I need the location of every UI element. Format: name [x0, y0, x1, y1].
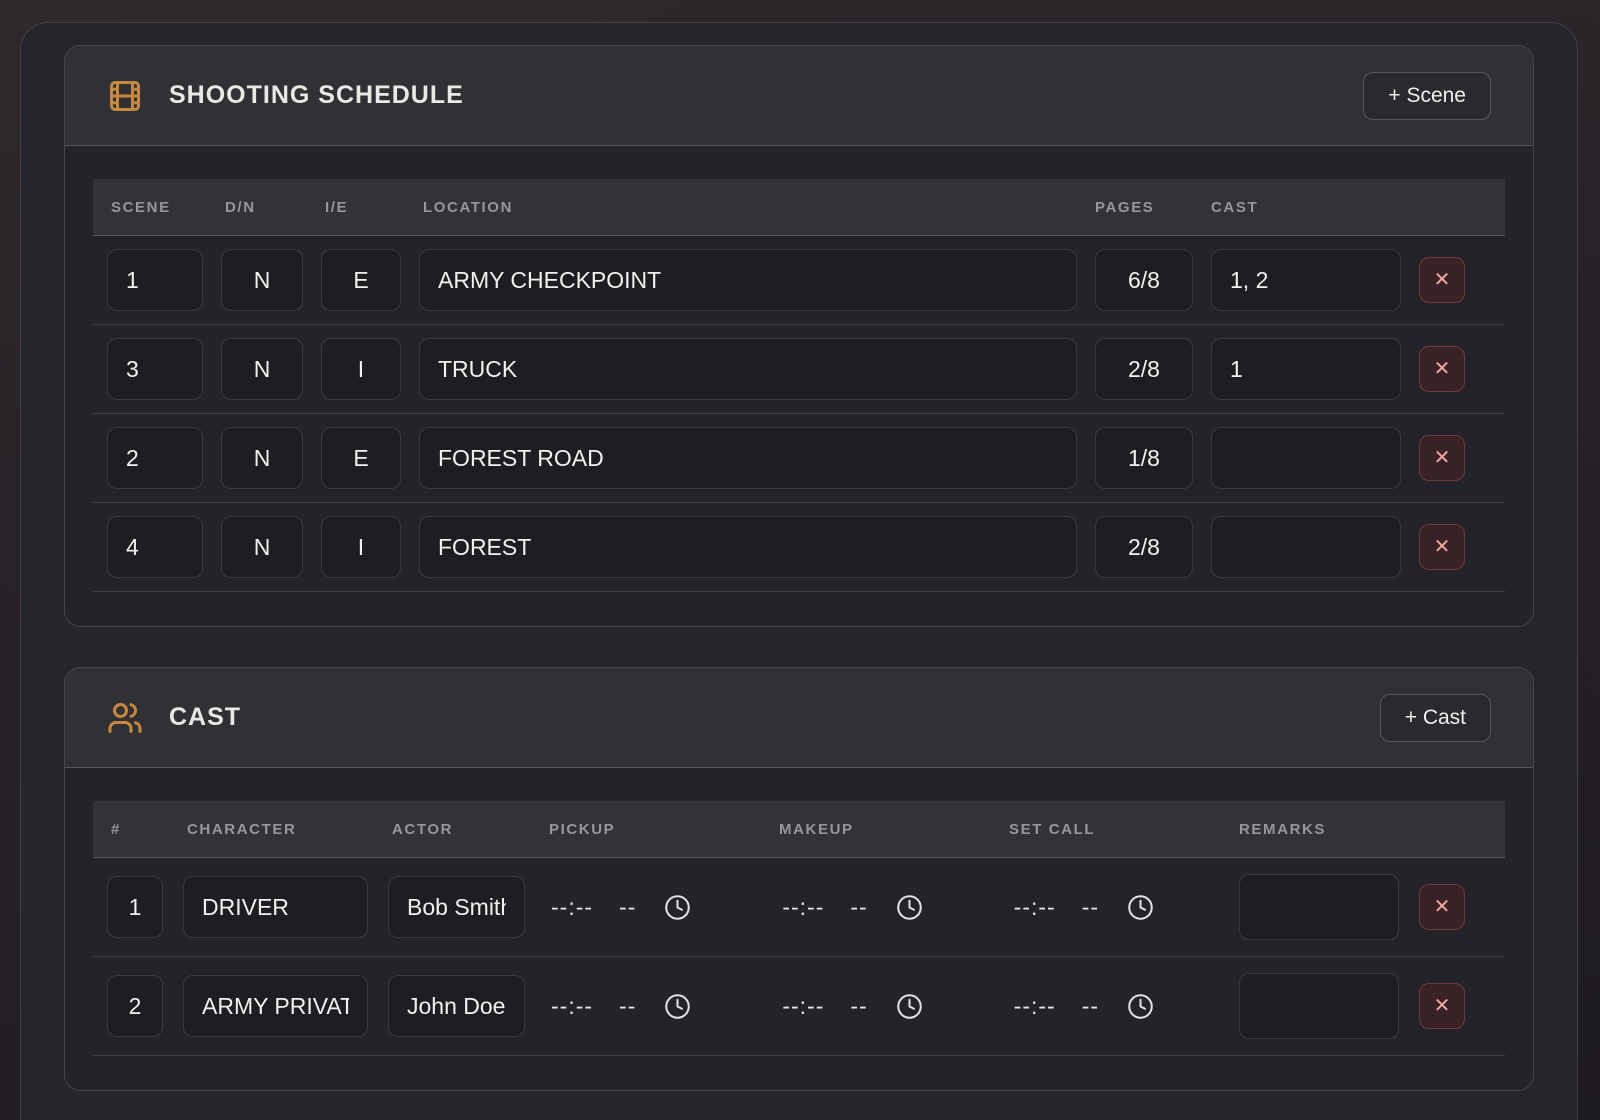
pages-input[interactable]	[1095, 427, 1193, 489]
users-icon	[107, 700, 143, 736]
add-cast-button[interactable]: + Cast	[1379, 693, 1491, 742]
character-input[interactable]	[183, 975, 368, 1037]
day-night-input[interactable]	[221, 249, 303, 311]
column-header-ie: I/E	[325, 198, 349, 216]
time-value: --:--	[1013, 992, 1056, 1019]
scene-cast-input[interactable]	[1211, 249, 1401, 311]
cast-body: # CHARACTER ACTOR PICKUP MAKEUP SET CALL…	[65, 768, 1533, 1090]
time-ampm: --	[1081, 893, 1100, 920]
setcall-time-input[interactable]: --:-- --	[1008, 876, 1219, 938]
shooting-schedule-body: SCENE D/N I/E LOCATION PAGES CAST ✕	[65, 146, 1533, 626]
pages-input[interactable]	[1095, 516, 1193, 578]
time-value: --:--	[551, 893, 594, 920]
scene-number-input[interactable]	[107, 516, 203, 578]
column-header-scene: SCENE	[111, 198, 171, 216]
day-night-input[interactable]	[221, 338, 303, 400]
column-header-actor: ACTOR	[392, 820, 454, 838]
scene-cast-input[interactable]	[1211, 427, 1401, 489]
scene-cast-input[interactable]	[1211, 516, 1401, 578]
location-input[interactable]	[419, 249, 1077, 311]
scene-cast-input[interactable]	[1211, 338, 1401, 400]
clock-icon[interactable]	[664, 993, 691, 1020]
cast-number-input[interactable]	[107, 876, 163, 938]
time-ampm: --	[850, 893, 868, 920]
day-night-input[interactable]	[221, 516, 303, 578]
pages-input[interactable]	[1095, 249, 1193, 311]
setcall-time-input[interactable]: --:-- --	[1008, 975, 1219, 1037]
scene-number-input[interactable]	[107, 427, 203, 489]
character-input[interactable]	[183, 876, 368, 938]
scene-number-input[interactable]	[107, 338, 203, 400]
time-value: --:--	[782, 992, 825, 1019]
int-ext-input[interactable]	[321, 338, 401, 400]
page-container: SHOOTING SCHEDULE + Scene SCENE D/N I/E …	[20, 22, 1578, 1120]
cast-table-header: # CHARACTER ACTOR PICKUP MAKEUP SET CALL…	[93, 801, 1505, 858]
time-ampm: --	[1081, 992, 1100, 1019]
cast-card: CAST + Cast # CHARACTER ACTOR PICKUP MAK…	[64, 667, 1534, 1091]
scene-number-input[interactable]	[107, 249, 203, 311]
add-scene-button[interactable]: + Scene	[1363, 71, 1491, 120]
clock-icon[interactable]	[896, 894, 923, 921]
clock-icon[interactable]	[896, 993, 923, 1020]
location-input[interactable]	[419, 338, 1077, 400]
shooting-schedule-header: SHOOTING SCHEDULE + Scene	[65, 46, 1533, 146]
pickup-time-input[interactable]: --:-- --	[545, 876, 756, 938]
time-value: --:--	[1013, 893, 1056, 920]
schedule-table-header: SCENE D/N I/E LOCATION PAGES CAST	[93, 179, 1505, 236]
time-value: --:--	[551, 992, 594, 1019]
column-header-character: CHARACTER	[187, 820, 297, 838]
column-header-remarks: REMARKS	[1239, 820, 1327, 838]
column-header-pickup: PICKUP	[549, 820, 616, 838]
time-ampm: --	[619, 893, 637, 920]
delete-scene-button[interactable]: ✕	[1419, 524, 1465, 570]
time-ampm: --	[850, 992, 868, 1019]
delete-scene-button[interactable]: ✕	[1419, 435, 1465, 481]
schedule-row: ✕	[93, 236, 1505, 325]
location-input[interactable]	[419, 427, 1077, 489]
cast-title: CAST	[169, 703, 242, 731]
day-night-input[interactable]	[221, 427, 303, 489]
pickup-time-input[interactable]: --:-- --	[545, 975, 756, 1037]
cast-row: --:-- -- --:-- -- --:-- -- ✕	[93, 957, 1505, 1056]
remarks-input[interactable]	[1238, 973, 1399, 1039]
schedule-row: ✕	[93, 325, 1505, 414]
column-header-dn: D/N	[225, 198, 256, 216]
int-ext-input[interactable]	[321, 249, 401, 311]
int-ext-input[interactable]	[321, 516, 401, 578]
delete-scene-button[interactable]: ✕	[1419, 346, 1465, 392]
delete-cast-button[interactable]: ✕	[1418, 983, 1465, 1029]
clock-icon[interactable]	[1127, 993, 1154, 1020]
time-value: --:--	[782, 893, 825, 920]
shooting-schedule-card: SHOOTING SCHEDULE + Scene SCENE D/N I/E …	[64, 45, 1534, 627]
cast-header: CAST + Cast	[65, 668, 1533, 768]
column-header-setcall: SET CALL	[1009, 820, 1096, 838]
film-icon	[107, 78, 143, 114]
time-ampm: --	[619, 992, 637, 1019]
column-header-location: LOCATION	[423, 198, 514, 216]
remarks-input[interactable]	[1238, 874, 1399, 940]
column-header-makeup: MAKEUP	[779, 820, 854, 838]
makeup-time-input[interactable]: --:-- --	[776, 975, 987, 1037]
cast-row: --:-- -- --:-- -- --:-- -- ✕	[93, 858, 1505, 957]
clock-icon[interactable]	[1127, 894, 1154, 921]
actor-input[interactable]	[388, 876, 525, 938]
location-input[interactable]	[419, 516, 1077, 578]
column-header-cast: CAST	[1211, 198, 1259, 216]
delete-scene-button[interactable]: ✕	[1419, 257, 1465, 303]
shooting-schedule-title: SHOOTING SCHEDULE	[169, 81, 464, 109]
schedule-row: ✕	[93, 503, 1505, 592]
makeup-time-input[interactable]: --:-- --	[776, 876, 987, 938]
actor-input[interactable]	[388, 975, 525, 1037]
column-header-pages: PAGES	[1095, 198, 1155, 216]
delete-cast-button[interactable]: ✕	[1418, 884, 1465, 930]
column-header-number: #	[111, 820, 121, 838]
clock-icon[interactable]	[664, 894, 691, 921]
cast-number-input[interactable]	[107, 975, 163, 1037]
pages-input[interactable]	[1095, 338, 1193, 400]
int-ext-input[interactable]	[321, 427, 401, 489]
schedule-row: ✕	[93, 414, 1505, 503]
